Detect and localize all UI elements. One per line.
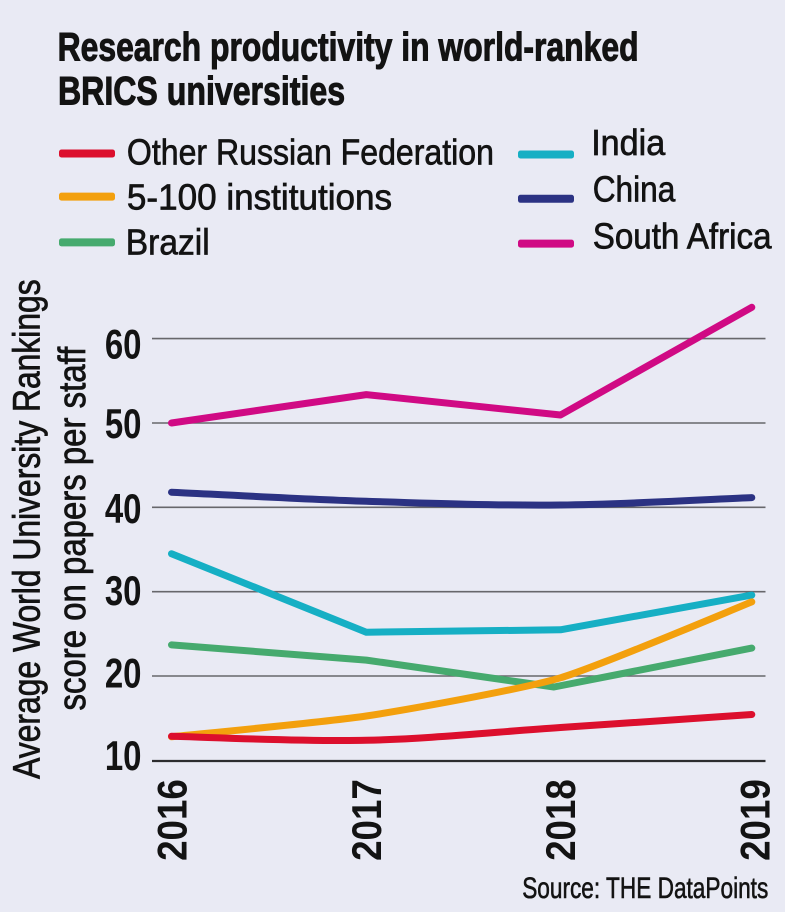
svg-text:Other Russian Federation: Other Russian Federation — [127, 133, 494, 173]
svg-text:50: 50 — [105, 400, 142, 447]
svg-text:2018: 2018 — [538, 779, 585, 861]
svg-text:30: 30 — [105, 567, 142, 614]
svg-text:China: China — [593, 170, 676, 210]
svg-text:60: 60 — [105, 321, 142, 368]
svg-text:10: 10 — [105, 732, 142, 779]
svg-text:South Africa: South Africa — [593, 217, 773, 257]
svg-text:40: 40 — [105, 485, 142, 532]
svg-text:5-100 institutions: 5-100 institutions — [127, 177, 392, 218]
svg-text:Brazil: Brazil — [126, 223, 210, 263]
svg-text:Average World University Ranki: Average World University Rankings — [6, 279, 48, 779]
svg-text:20: 20 — [105, 650, 142, 697]
svg-text:BRICS universities: BRICS universities — [58, 68, 345, 113]
svg-text:Source: THE DataPoints: Source: THE DataPoints — [522, 871, 768, 905]
svg-text:2016: 2016 — [149, 779, 196, 861]
svg-text:2017: 2017 — [344, 779, 391, 861]
svg-text:2019: 2019 — [732, 779, 779, 861]
svg-text:score on papers per staff: score on papers per staff — [51, 347, 94, 711]
svg-text:Research productivity in world: Research productivity in world-ranked — [58, 24, 639, 69]
svg-text:India: India — [591, 123, 666, 163]
